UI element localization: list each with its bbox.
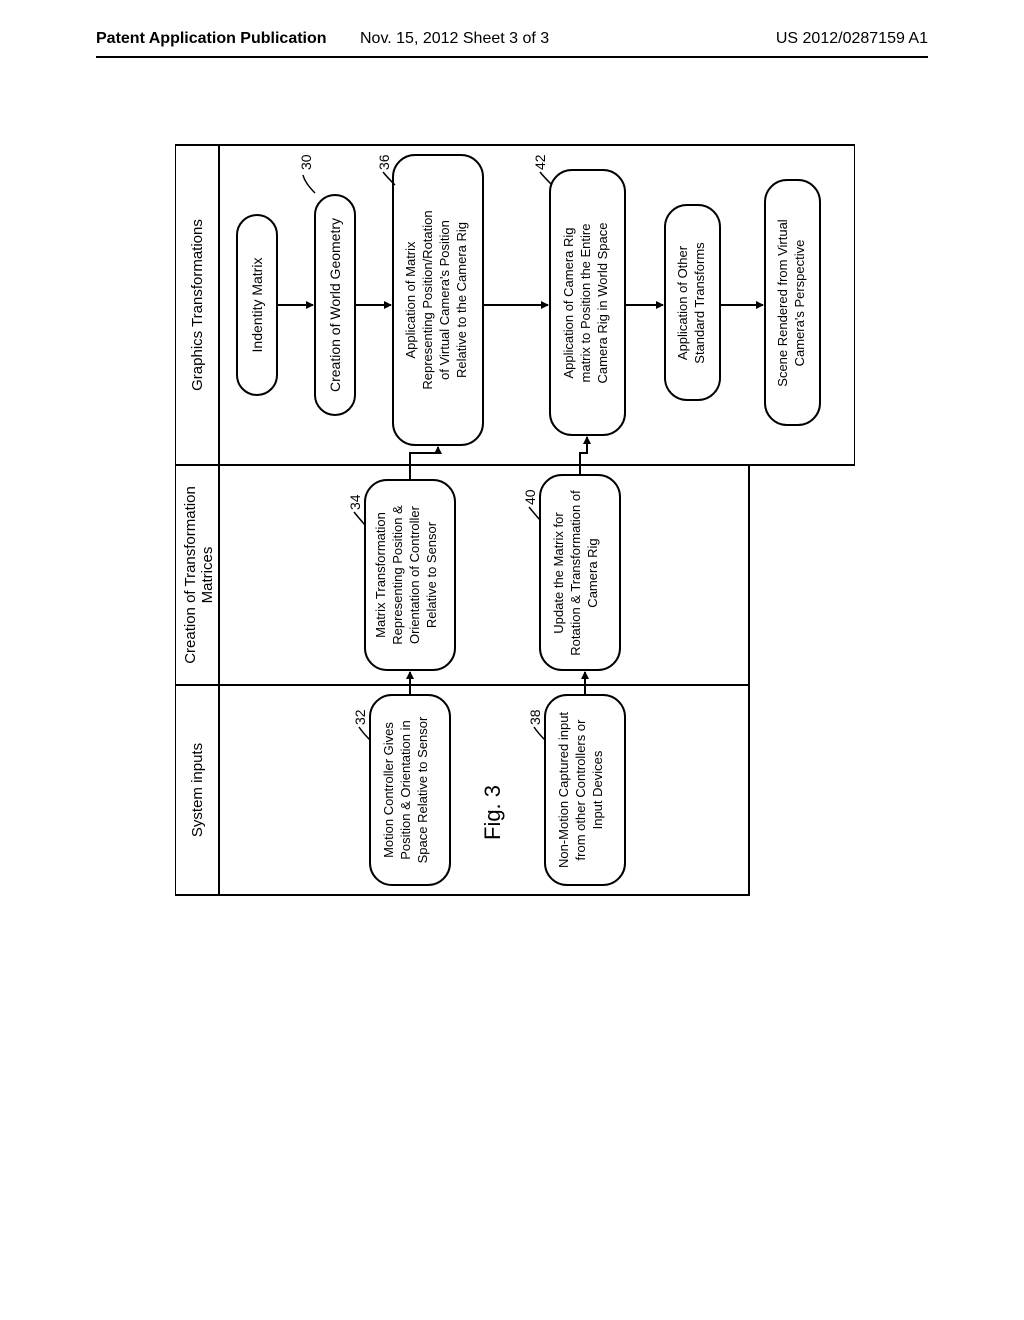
svg-text:Rotation & Transformation of: Rotation & Transformation of: [568, 490, 583, 656]
col2-title-line1: Creation of Transformation: [182, 486, 199, 664]
svg-text:Camera's Perspective: Camera's Perspective: [792, 240, 807, 367]
node-30: Creation of World Geometry 30: [298, 154, 355, 415]
header-rule: [96, 56, 928, 58]
node-scene: Scene Rendered from Virtual Camera's Per…: [765, 180, 820, 425]
ref-40: 40: [522, 489, 538, 505]
svg-text:Relative to Sensor: Relative to Sensor: [424, 521, 439, 628]
node-other: Application of Other Standard Transforms: [665, 205, 720, 400]
page: Patent Application Publication Nov. 15, …: [0, 0, 1024, 1320]
svg-text:Representing Position/Rotation: Representing Position/Rotation: [420, 210, 435, 389]
col3-title: Graphics Transformations: [189, 219, 206, 391]
svg-text:Representing Position &: Representing Position &: [390, 505, 405, 645]
svg-text:Position & Orientation in: Position & Orientation in: [398, 720, 413, 859]
node-38: Non-Motion Captured input from other Con…: [527, 695, 625, 885]
svg-text:Application of Other: Application of Other: [675, 245, 690, 360]
svg-text:Relative to the Camera Rig: Relative to the Camera Rig: [454, 222, 469, 378]
svg-text:Standard Transforms: Standard Transforms: [692, 242, 707, 364]
ref-36: 36: [376, 154, 392, 170]
ref-30: 30: [298, 154, 314, 170]
col1: System inputs: [175, 685, 749, 895]
node-36: Application of Matrix Representing Posit…: [376, 154, 483, 445]
ref-34: 34: [347, 494, 363, 510]
svg-text:Update the Matrix for: Update the Matrix for: [551, 512, 566, 634]
svg-text:matrix to Position the Entire: matrix to Position the Entire: [578, 224, 593, 383]
arrow-34-36: [410, 447, 438, 480]
header-mid: Nov. 15, 2012 Sheet 3 of 3: [360, 30, 549, 48]
svg-text:Motion Controller Gives: Motion Controller Gives: [381, 722, 396, 858]
svg-text:from other Controllers or: from other Controllers or: [573, 719, 588, 861]
svg-text:Application of Matrix: Application of Matrix: [403, 241, 418, 359]
header-right: US 2012/0287159 A1: [776, 30, 928, 48]
svg-text:Camera Rig: Camera Rig: [585, 538, 600, 607]
col1-title: System inputs: [189, 743, 206, 837]
ref-32: 32: [352, 709, 368, 725]
col2: Creation of Transformation Matrices: [175, 465, 749, 685]
ref-38: 38: [527, 709, 543, 725]
arrow-40-42: [580, 437, 587, 475]
node-identity: Indentity Matrix: [237, 215, 277, 395]
svg-text:Space Relative to Sensor: Space Relative to Sensor: [415, 716, 430, 863]
diagram: System inputs Creation of Transformation…: [175, 135, 855, 905]
svg-text:Input Devices: Input Devices: [590, 750, 605, 829]
node-42: Application of Camera Rig matrix to Posi…: [532, 154, 625, 435]
svg-text:Matrix Transformation: Matrix Transformation: [373, 512, 388, 638]
header-left: Patent Application Publication: [96, 30, 327, 48]
svg-text:Camera Rig in World Space: Camera Rig in World Space: [595, 223, 610, 384]
svg-text:Orientation of Controller: Orientation of Controller: [407, 505, 422, 644]
svg-text:Non-Motion Captured input: Non-Motion Captured input: [556, 712, 571, 868]
node-32: Motion Controller Gives Position & Orien…: [352, 695, 450, 885]
svg-text:Application of Camera Rig: Application of Camera Rig: [561, 227, 576, 378]
svg-text:Indentity Matrix: Indentity Matrix: [249, 258, 265, 353]
node-40: Update the Matrix for Rotation & Transfo…: [522, 475, 620, 670]
ref-42: 42: [532, 154, 548, 170]
svg-text:Creation of World Geometry: Creation of World Geometry: [327, 218, 343, 392]
svg-text:Scene Rendered from Virtual: Scene Rendered from Virtual: [775, 219, 790, 387]
col2-title-line2: Matrices: [199, 547, 216, 604]
svg-text:of Virtual Camera's Position: of Virtual Camera's Position: [437, 220, 452, 380]
node-34: Matrix Transformation Representing Posit…: [347, 480, 455, 670]
figure-label: Fig. 3: [480, 785, 506, 840]
flowchart-svg: System inputs Creation of Transformation…: [175, 135, 855, 905]
